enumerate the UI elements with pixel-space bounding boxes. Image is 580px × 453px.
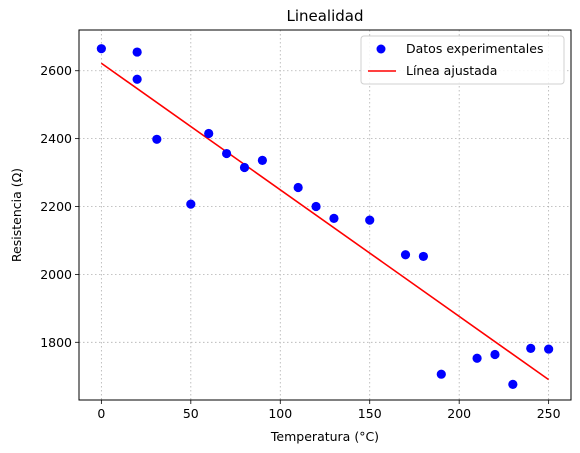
axis-ticks: 0 50 100 150 200 250 1800 2000 2200 2400 2600 [40, 63, 560, 421]
grid [79, 30, 571, 400]
data-point [418, 251, 428, 262]
data-point [436, 369, 446, 379]
data-point [311, 201, 321, 212]
x-tick-label: 200 [447, 406, 471, 421]
data-point [490, 349, 500, 360]
legend-marker-datos-experimentales [376, 44, 386, 54]
chart-title: Linealidad [286, 7, 363, 25]
legend-label-linea-ajustada: Línea ajustada [406, 63, 497, 78]
data-point [472, 353, 482, 363]
fit-line-layer [100, 62, 550, 381]
x-tick-label: 150 [358, 406, 382, 421]
x-tick-label: 50 [183, 406, 199, 421]
data-point [96, 44, 106, 54]
data-point [329, 213, 339, 223]
y-tick-label: 2000 [40, 267, 72, 282]
x-tick-label: 0 [97, 406, 105, 421]
y-tick-label: 2600 [40, 63, 72, 78]
legend: Datos experimentales Línea ajustada [360, 35, 565, 85]
data-point [293, 182, 303, 193]
data-point [508, 379, 518, 389]
x-tick-label: 100 [268, 406, 292, 421]
legend-label-datos-experimentales: Datos experimentales [406, 41, 543, 56]
data-point [365, 215, 375, 225]
data-point [132, 47, 142, 57]
data-point [257, 155, 267, 165]
data-point [204, 128, 214, 139]
data-point [239, 162, 250, 173]
scatter-points [96, 44, 554, 389]
plot-frame [78, 29, 572, 401]
data-point [544, 344, 554, 354]
data-point [400, 250, 411, 260]
legend-box [360, 35, 565, 85]
data-point [152, 134, 162, 144]
y-tick-label: 1800 [40, 335, 72, 350]
data-point [186, 199, 196, 209]
data-point [222, 148, 232, 159]
fit-line [100, 62, 550, 381]
y-tick-label: 2200 [40, 199, 72, 214]
data-point [526, 343, 536, 354]
x-axis-label: Temperatura (°C) [270, 429, 379, 444]
y-tick-label: 2400 [40, 131, 72, 146]
data-point [132, 74, 142, 84]
x-tick-label: 250 [537, 406, 561, 421]
y-axis-label: Resistencia (Ω) [9, 168, 24, 262]
